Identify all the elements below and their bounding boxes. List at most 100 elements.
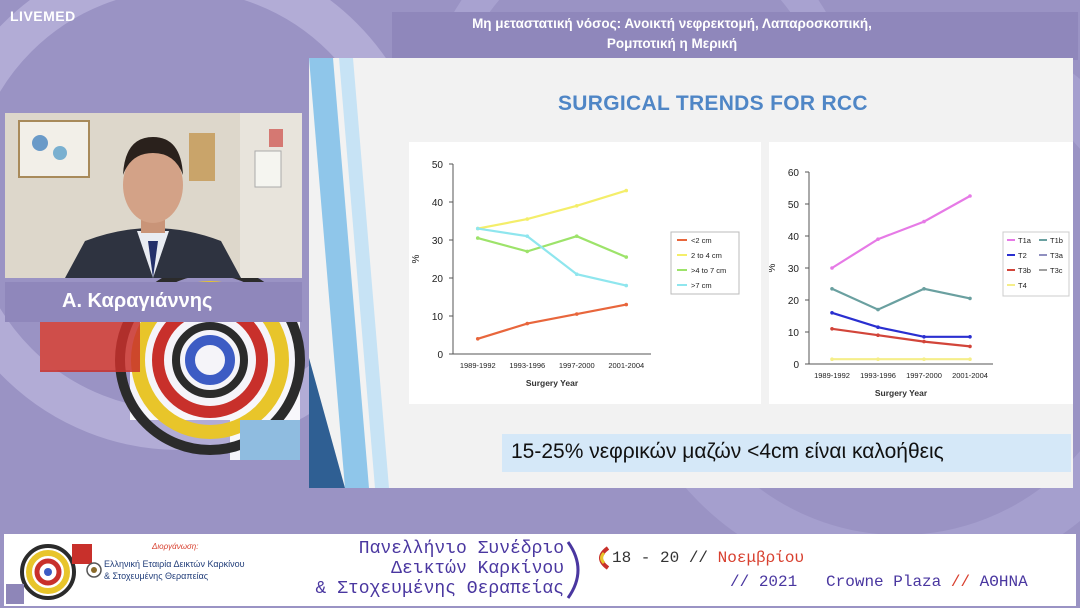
x-tick-label: 1989-1992: [814, 371, 850, 380]
legend-box: [670, 231, 740, 295]
data-point: [525, 234, 530, 238]
legend-label: >7 cm: [691, 281, 712, 290]
series-line: [477, 227, 627, 287]
legend-label: 2 to 4 cm: [691, 251, 722, 260]
data-point: [922, 219, 926, 224]
speaker-name-bar: [5, 282, 302, 322]
conference-logo-icon: [6, 538, 98, 604]
y-tick-label: 50: [788, 200, 800, 211]
y-tick-label: 60: [788, 168, 800, 179]
data-point: [830, 287, 834, 291]
chart-tumor-stage: 0 10 20 30 40 50 60 1989-1992 1993-1996 1997-2000…: [767, 142, 1073, 404]
data-point: [525, 217, 530, 221]
data-point: [876, 307, 880, 312]
y-tick-label: 40: [432, 198, 444, 209]
data-point: [475, 337, 480, 341]
data-point: [968, 344, 972, 349]
data-point: [475, 226, 480, 231]
x-tick-label: 2001-2004: [952, 371, 988, 380]
x-axis-label: Surgery Year: [875, 388, 928, 398]
organizer-name: Ελληνική Εταιρία Δεικτών Καρκίνου & Στοχ…: [104, 558, 294, 582]
city-separator: //: [950, 573, 971, 591]
legend-label: T3b: [1018, 266, 1031, 275]
y-tick-label: 10: [788, 328, 800, 339]
session-title-line1: Μη μεταστατική νόσος: Ανοικτή νεφρεκτομή…: [472, 16, 872, 31]
data-point: [830, 357, 834, 361]
legend-label: T2: [1018, 251, 1027, 260]
data-point: [968, 296, 972, 301]
x-tick-label: 1993-1996: [509, 361, 545, 370]
conference-title-line1: Πανελλήνιο Συνέδριο: [358, 539, 564, 559]
series-line: [831, 195, 971, 269]
data-point: [830, 266, 834, 270]
series-line: [831, 287, 971, 311]
data-point: [830, 327, 834, 331]
caption-box: [502, 434, 1071, 472]
legend-label: T1b: [1050, 236, 1063, 245]
legend-label: T3a: [1050, 251, 1064, 260]
series-line: [477, 303, 627, 340]
data-point: [922, 287, 926, 291]
series-line: [831, 327, 971, 348]
data-point: [525, 249, 530, 254]
y-tick-label: 30: [432, 236, 444, 247]
conference-title-line2: Δεικτών Καρκίνου: [391, 559, 564, 579]
slide-title: SURGICAL TRENDS FOR RCC: [558, 92, 868, 115]
y-axis-label: %: [769, 263, 778, 272]
dates-separator: //: [688, 549, 709, 567]
data-point: [922, 335, 926, 339]
title-bar: [392, 12, 1078, 60]
organizer-line2: & Στοχευμένης Θεραπείας: [104, 571, 209, 581]
legend-label: <2 cm: [691, 236, 712, 245]
venue-city: ΑΘΗΝΑ: [979, 573, 1028, 591]
footer-banner: [4, 534, 1076, 606]
speaker-name: Α. Καραγιάννης: [62, 290, 213, 312]
series-line: [477, 189, 627, 230]
series-line: [831, 311, 970, 338]
series-line: [477, 235, 627, 259]
society-seal-icon: [86, 562, 102, 578]
data-point: [574, 204, 579, 208]
y-tick-label: 40: [788, 232, 800, 243]
speaker-image: [5, 113, 302, 278]
x-tick-label: 1997-2000: [559, 361, 595, 370]
y-axis-label: %: [411, 254, 422, 263]
spiral-mark-icon: [599, 546, 610, 570]
presentation-slide: SURGICAL TRENDS FOR RCC 0 10 20 30 40 50 1989-…: [309, 58, 1073, 488]
chart-tumor-size-svg: 0 10 20 30 40 50 1989-1992 1993-1996 1997-2000 20…: [411, 160, 740, 388]
y-tick-label: 50: [432, 160, 444, 171]
conference-year: 2021: [758, 573, 798, 591]
year-separator: //: [730, 573, 750, 591]
conference-dates: 18 - 20 // Νοεμβρίου: [612, 549, 804, 567]
data-point: [525, 321, 530, 326]
dates-month: Νοεμβρίου: [717, 549, 805, 567]
livemed-logo: LIVEMED: [10, 8, 76, 24]
x-tick-label: 1997-2000: [906, 371, 942, 380]
conference-title-line3: & Στοχευμένης Θεραπείας: [315, 579, 564, 599]
data-point: [876, 237, 880, 241]
data-point: [830, 311, 834, 315]
data-point: [968, 335, 972, 339]
organizer-label: Διοργάνωση:: [152, 542, 199, 551]
session-title-line2: Ρομποτική η Μερική: [606, 36, 738, 51]
data-point: [475, 236, 480, 240]
legend-label: T3c: [1050, 266, 1063, 275]
data-point: [574, 272, 579, 276]
speaker-video: [5, 113, 302, 278]
chart-tumor-stage-svg: 0 10 20 30 40 50 60 1989-1992 1993-1996 1997-2000…: [767, 168, 1070, 398]
chart-tumor-size: 0 10 20 30 40 50 1989-1992 1993-1996 1997-2000 20…: [409, 142, 761, 404]
y-tick-label: 0: [793, 360, 799, 371]
legend-label: T1a: [1018, 236, 1032, 245]
data-point: [876, 357, 880, 361]
y-tick-label: 20: [432, 274, 444, 285]
data-point: [624, 283, 629, 288]
swirl-decoration: [40, 265, 305, 460]
dates-range: 18 - 20: [612, 549, 680, 567]
session-title: Μη μεταστατική νόσος: Ανοικτή νεφρεκτομή…: [392, 14, 952, 54]
data-point: [624, 188, 629, 193]
conference-venue: // 2021 Crowne Plaza // ΑΘΗΝΑ: [730, 573, 1028, 591]
slide-accent-stripes: [309, 58, 389, 488]
data-point: [876, 325, 880, 329]
data-point: [876, 333, 880, 337]
legend-label: T4: [1018, 281, 1027, 290]
